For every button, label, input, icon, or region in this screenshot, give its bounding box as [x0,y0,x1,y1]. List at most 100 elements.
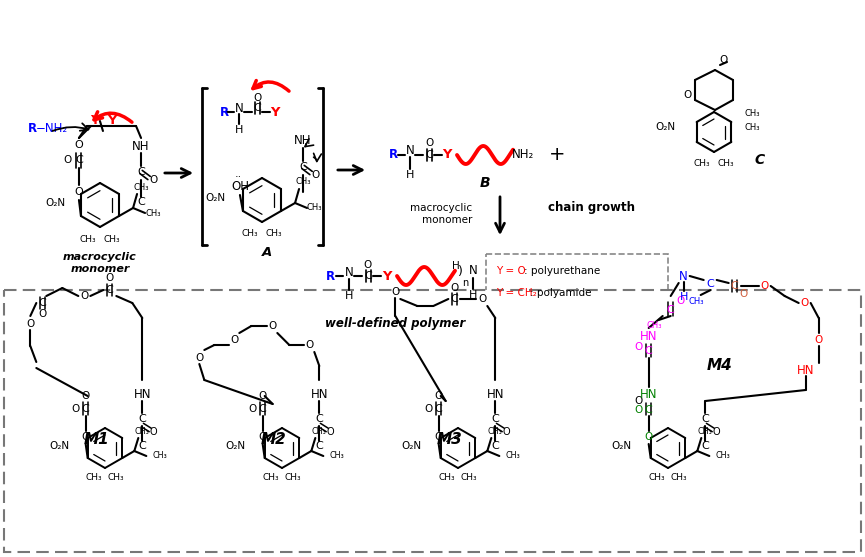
Text: C: C [138,167,145,177]
Text: NH₂: NH₂ [512,149,534,162]
Text: CH₃: CH₃ [306,203,322,213]
Text: C: C [316,441,324,451]
Text: C: C [644,346,652,356]
Text: CH₃: CH₃ [145,208,161,217]
Text: O₂N: O₂N [45,198,65,208]
Text: HN: HN [311,388,328,402]
Text: O₂N: O₂N [226,441,246,451]
Text: C: C [702,414,709,424]
Text: CH₃: CH₃ [80,234,96,243]
Text: O: O [644,432,653,442]
Text: C: C [106,285,113,295]
Text: ): ) [458,265,463,277]
Text: O: O [253,93,261,103]
Text: O: O [635,396,643,406]
Text: monomer: monomer [421,215,472,225]
Text: CH₃: CH₃ [439,473,455,482]
Text: C: C [731,281,739,291]
FancyArrowPatch shape [253,81,289,91]
Text: N: N [344,266,354,278]
Text: H: H [234,125,243,135]
Text: HN: HN [133,388,151,402]
Text: O: O [815,335,823,345]
Text: O: O [106,273,113,283]
Text: M1: M1 [84,432,110,447]
Text: O: O [425,138,433,148]
Text: O: O [268,321,277,331]
FancyArrowPatch shape [94,112,132,122]
Text: O: O [503,427,510,437]
Text: N: N [234,101,243,115]
Text: O: O [26,319,35,329]
Text: monomer: monomer [70,264,130,274]
Text: B: B [480,176,490,190]
Text: C: C [491,414,499,424]
Text: R: R [220,105,229,119]
Text: O: O [311,170,319,180]
Text: R: R [325,270,335,282]
Text: O₂N: O₂N [612,441,632,451]
Text: O: O [450,283,458,293]
Text: C: C [138,414,146,424]
Text: O₂N: O₂N [206,193,226,203]
Text: C: C [316,414,324,424]
Text: O: O [364,260,372,270]
Text: M2: M2 [261,432,287,447]
Text: HN: HN [797,364,815,377]
Text: CH₃: CH₃ [312,427,327,436]
Text: O: O [635,342,643,352]
Text: O: O [150,427,157,437]
Text: CH₃: CH₃ [133,183,149,192]
Text: HN: HN [640,330,657,343]
Text: M4: M4 [707,359,733,374]
Text: CH₃: CH₃ [488,427,503,436]
Text: H: H [680,292,688,302]
Text: C: C [364,271,372,281]
Text: CH₃: CH₃ [505,452,520,461]
Text: Y = O: Y = O [496,266,526,276]
Text: O: O [81,391,90,401]
Text: Y: Y [107,115,117,128]
Text: C: C [38,298,46,308]
Text: O: O [682,90,691,100]
Text: CH₃: CH₃ [744,123,759,131]
Text: HN: HN [640,388,657,400]
Text: O: O [195,353,203,363]
Text: CH₃: CH₃ [649,473,665,482]
Text: CH₃: CH₃ [86,473,102,482]
Text: C: C [138,197,145,207]
Text: CH₃: CH₃ [285,473,301,482]
Text: C: C [259,404,266,414]
Text: O: O [38,309,47,319]
Text: : polyamide: : polyamide [530,288,592,298]
Text: O: O [676,296,685,306]
Text: macrocyclic: macrocyclic [63,252,137,262]
Text: OH: OH [231,180,249,193]
Text: Y = CH₂: Y = CH₂ [496,288,537,298]
Text: CH₃: CH₃ [107,473,125,482]
Text: O: O [64,155,72,165]
Text: O: O [434,432,443,442]
Text: CH₃: CH₃ [689,296,704,305]
Text: CH₃: CH₃ [698,427,713,436]
Text: O: O [391,287,400,297]
Text: CH₃: CH₃ [266,229,282,238]
Text: O: O [72,404,80,414]
Text: H: H [469,290,477,300]
FancyArrowPatch shape [305,139,314,146]
Text: N: N [679,270,688,282]
Text: O: O [80,291,88,301]
Text: C: C [75,155,83,165]
Text: H: H [452,261,460,271]
Text: M3: M3 [437,432,463,447]
Text: O₂N: O₂N [656,122,676,132]
Text: O: O [434,391,443,401]
Text: n: n [462,278,468,288]
Text: ··: ·· [234,172,241,182]
Text: O: O [259,391,266,401]
Text: C: C [299,162,307,172]
Text: Y: Y [91,115,99,128]
FancyArrowPatch shape [314,153,322,162]
Text: CH₃: CH₃ [330,452,344,461]
Text: O: O [635,405,643,415]
